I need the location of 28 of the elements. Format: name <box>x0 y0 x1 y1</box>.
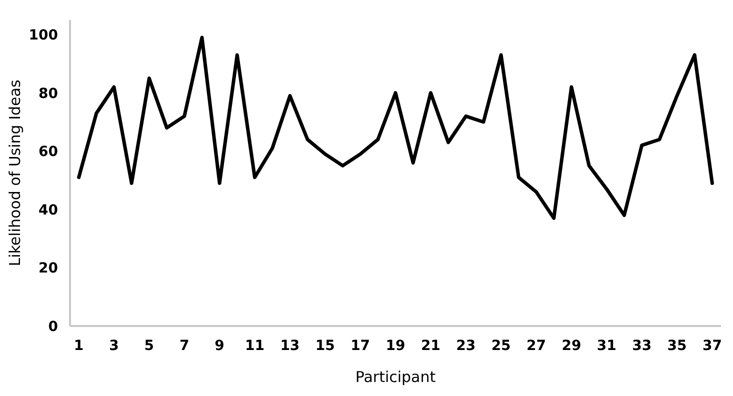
x-tick-label: 1 <box>74 338 84 354</box>
x-tick-label: 31 <box>596 338 616 354</box>
y-tick-label: 20 <box>38 260 58 277</box>
x-tick-label: 37 <box>702 338 722 354</box>
x-tick-label: 21 <box>420 338 440 354</box>
x-tick-label: 25 <box>491 338 511 354</box>
x-tick-label: 29 <box>562 338 582 354</box>
y-tick-label: 40 <box>38 202 58 218</box>
x-axis-title: Participant <box>355 368 436 386</box>
y-axis-title: Likelihood of Using Ideas <box>6 80 24 266</box>
y-tick-label: 80 <box>38 86 58 102</box>
x-tick-label: 11 <box>245 338 264 354</box>
x-tick-label: 7 <box>179 338 190 354</box>
x-tick-label: 9 <box>214 338 224 354</box>
x-tick-label: 33 <box>632 338 652 354</box>
x-tick-label: 15 <box>315 338 335 354</box>
y-tick-label: 0 <box>48 318 58 335</box>
x-tick-label: 27 <box>526 338 546 354</box>
x-tick-label: 35 <box>667 338 687 354</box>
line-series <box>77 36 714 220</box>
x-tick-label: 17 <box>350 338 370 354</box>
y-tick-label: 60 <box>38 144 58 160</box>
x-tick-label: 3 <box>109 338 119 354</box>
x-tick-label: 5 <box>144 338 154 354</box>
x-tick-label: 23 <box>456 338 476 354</box>
x-tick-label: 13 <box>280 338 300 354</box>
x-tick-label: 19 <box>386 338 406 354</box>
y-tick-label: 100 <box>28 27 58 44</box>
